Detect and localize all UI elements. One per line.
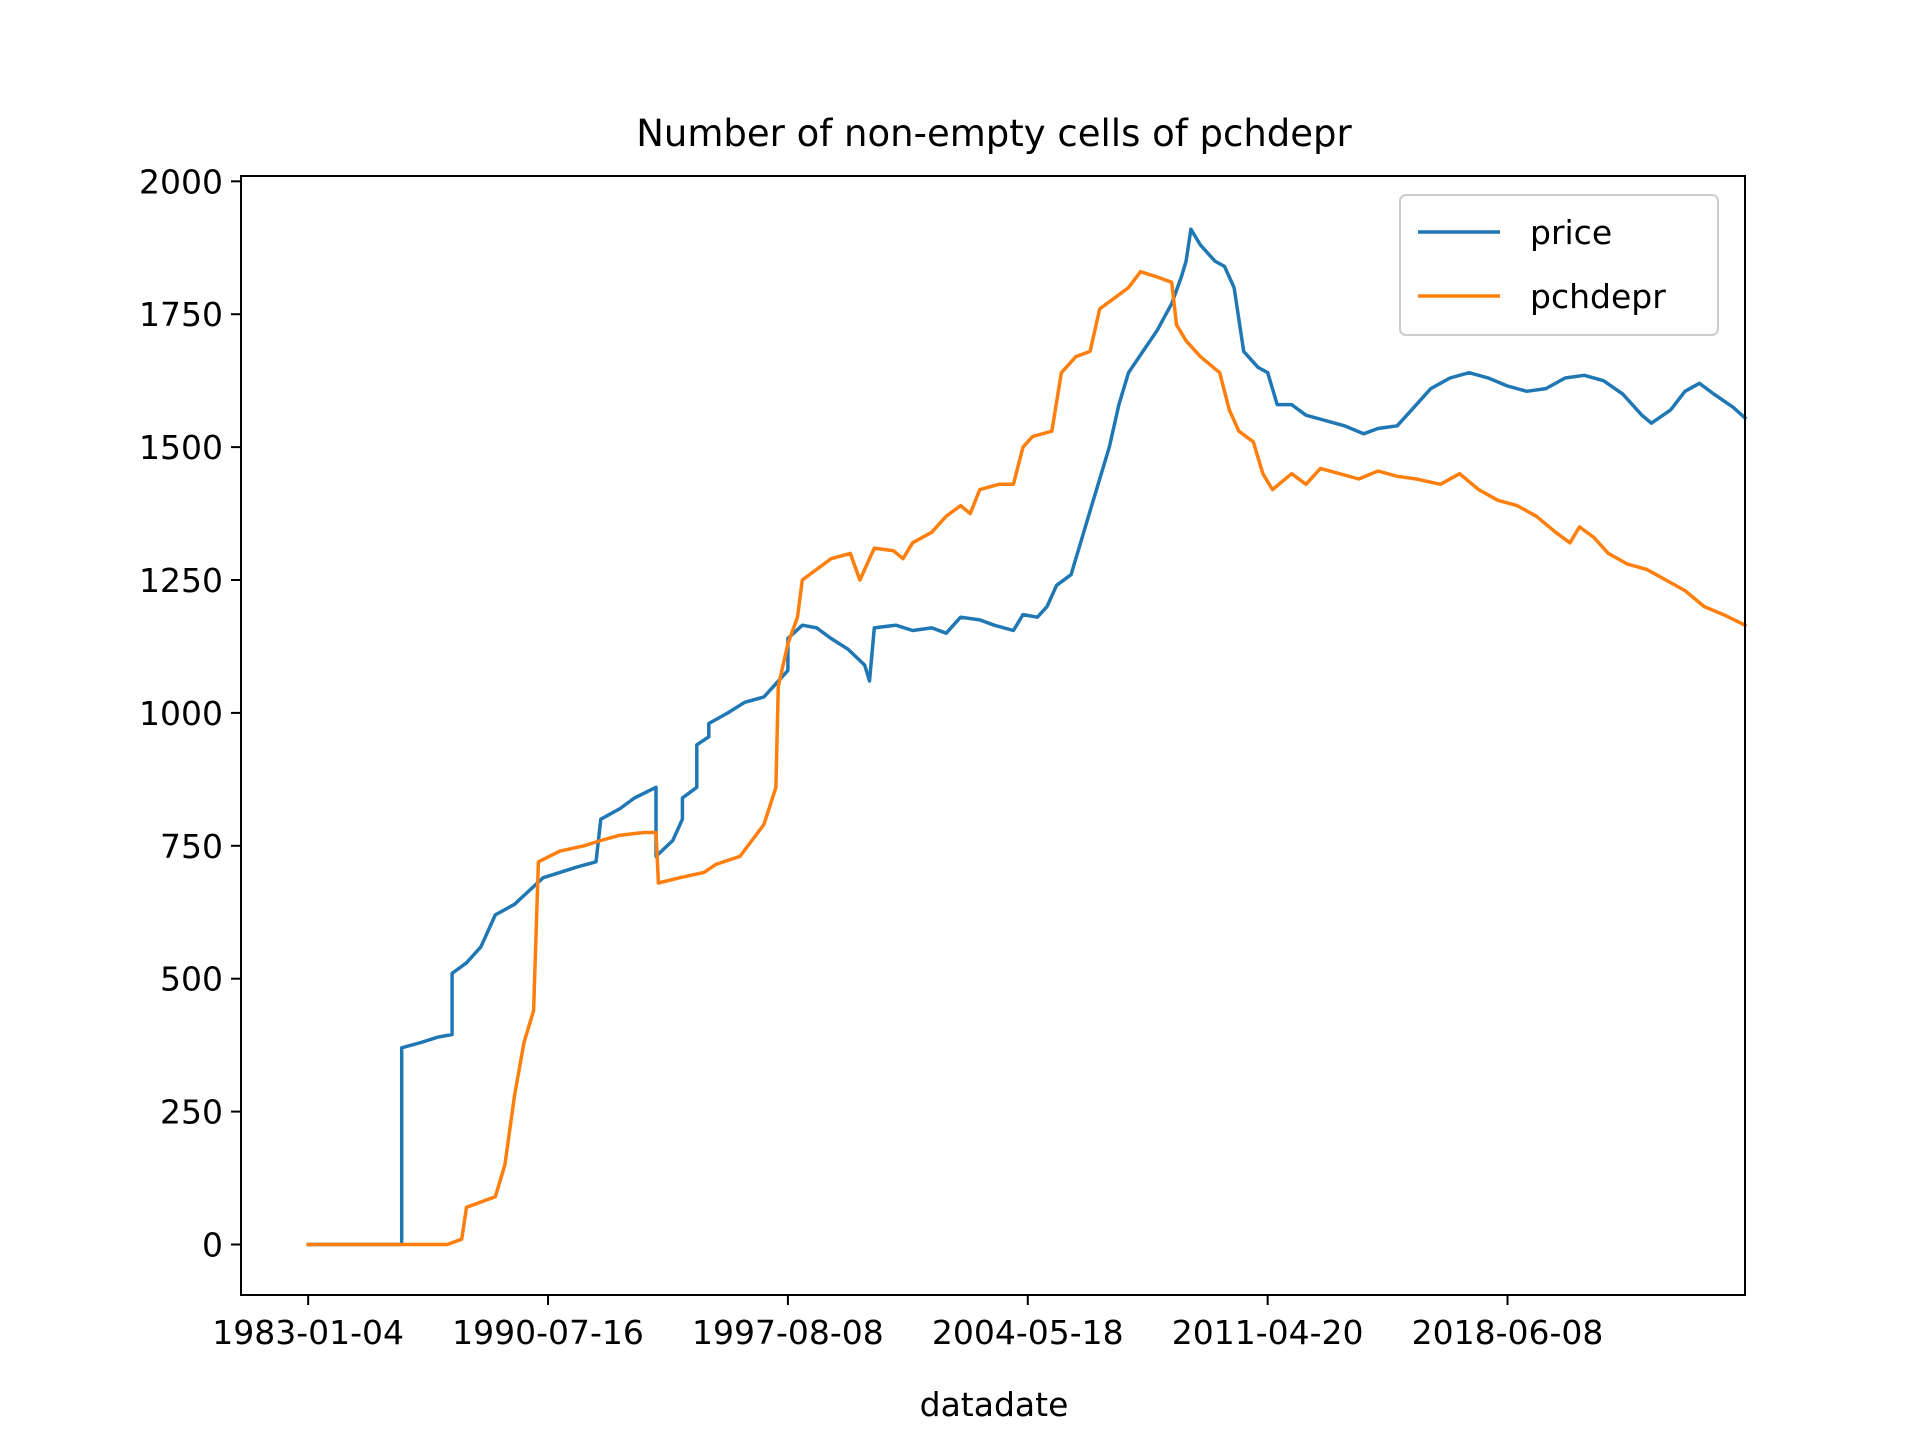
x-tick-label: 1990-07-16 <box>452 1313 644 1352</box>
y-tick-label: 2000 <box>139 162 223 201</box>
y-tick-label: 500 <box>160 960 223 999</box>
chart-title: Number of non-empty cells of pchdepr <box>636 112 1352 155</box>
x-tick-label: 2004-05-18 <box>932 1313 1124 1352</box>
plot-area <box>306 227 1748 1247</box>
y-tick-label: 250 <box>160 1093 223 1132</box>
x-tick-label: 1997-08-08 <box>692 1313 884 1352</box>
y-tick-label: 1250 <box>139 561 223 600</box>
y-tick-label: 750 <box>160 827 223 866</box>
series-line-price <box>306 227 1748 1247</box>
x-tick-label: 2018-06-08 <box>1412 1313 1604 1352</box>
legend-label-price: price <box>1530 213 1612 252</box>
legend-label-pchdepr: pchdepr <box>1530 277 1666 316</box>
x-axis-label: datadate <box>920 1385 1069 1424</box>
y-tick-label: 1500 <box>139 428 223 467</box>
x-tick-label: 2011-04-20 <box>1172 1313 1364 1352</box>
y-tick-label: 1000 <box>139 694 223 733</box>
y-tick-label: 0 <box>202 1225 223 1264</box>
y-tick-label: 1750 <box>139 295 223 334</box>
y-axis: 0 250 500 750 1000 1250 1500 1750 2000 <box>139 162 241 1264</box>
legend-box <box>1399 194 1719 336</box>
x-tick-label: 1983-01-04 <box>212 1313 404 1352</box>
legend: price pchdepr <box>1399 194 1719 336</box>
plot-frame <box>240 175 1746 1296</box>
x-axis: 1983-01-04 1990-07-16 1997-08-08 2004-05-18… <box>212 1295 1603 1352</box>
series-line-pchdepr <box>306 269 1748 1247</box>
